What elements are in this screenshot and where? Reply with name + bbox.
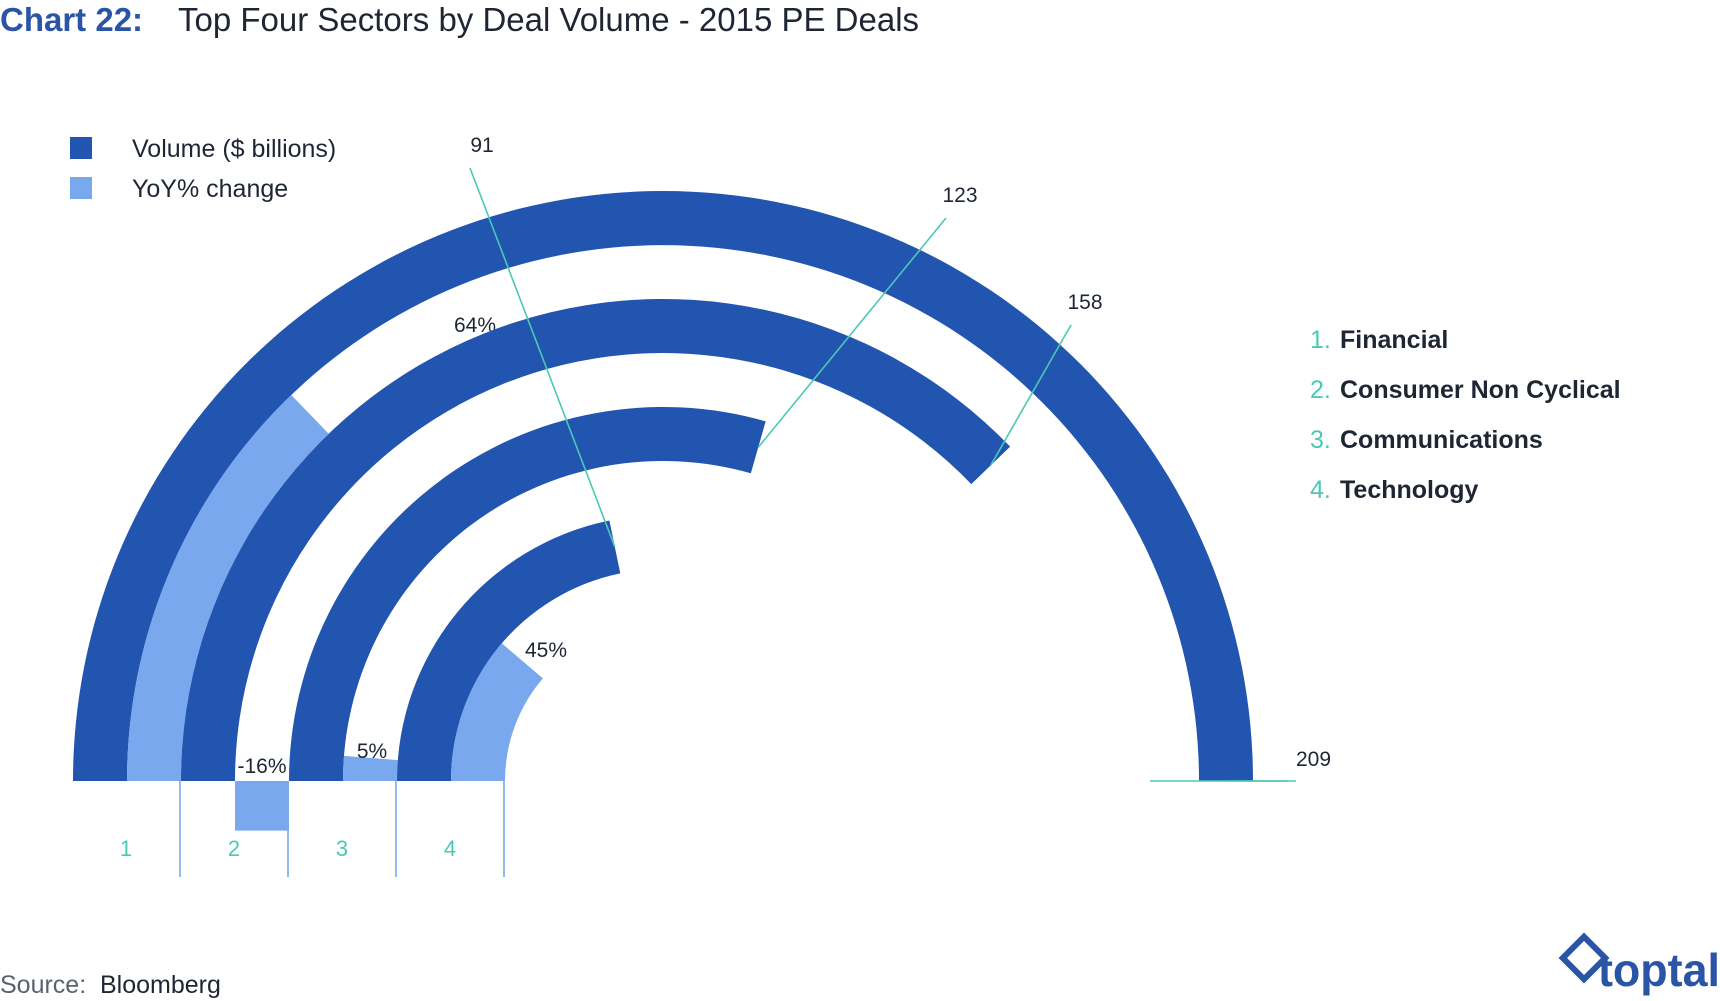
volume-bar-3 [289, 406, 766, 781]
volume-bar-2 [180, 298, 1011, 781]
yoy-bar-1 [127, 394, 329, 781]
sector-list-name-3: Communications [1340, 426, 1543, 454]
category-number-3: 3 [336, 836, 348, 861]
yoy-label-4: 45% [525, 639, 567, 662]
volume-leader-2 [990, 324, 1072, 466]
yoy-label-1: 64% [454, 314, 496, 337]
sector-list-num-1: 1. [1310, 326, 1331, 354]
volume-bar-4 [397, 520, 621, 781]
category-number-4: 4 [444, 836, 456, 861]
sector-list-name-1: Financial [1340, 326, 1448, 354]
volume-label-3: 123 [942, 184, 977, 207]
volume-label-4: 91 [470, 134, 493, 157]
yoy-label-3: 5% [357, 740, 387, 763]
legend-yoy-label: YoY% change [132, 175, 288, 203]
chart-title-prefix: Chart 22: [0, 1, 143, 38]
volume-label-2: 158 [1067, 291, 1102, 314]
volume-label-1: 209 [1296, 748, 1331, 771]
sector-list-num-4: 4. [1310, 476, 1331, 504]
volume-leader-4 [469, 167, 616, 548]
sector-list: 1. Financial 2. Consumer Non Cyclical 3.… [1310, 326, 1621, 504]
yoy-bar-2 [235, 781, 289, 831]
chart-title: Top Four Sectors by Deal Volume - 2015 P… [178, 1, 919, 38]
legend-volume-label: Volume ($ billions) [132, 135, 336, 163]
legend-volume-swatch [70, 137, 92, 159]
category-number-2: 2 [228, 836, 240, 861]
sector-list-num-2: 2. [1310, 376, 1331, 404]
yoy-bar-3 [343, 755, 398, 781]
source-value: Bloomberg [100, 971, 221, 999]
toptal-logo: toptal [1558, 932, 1720, 996]
sector-list-num-3: 3. [1310, 426, 1331, 454]
toptal-logo-text: toptal [1598, 944, 1720, 996]
sector-list-name-4: Technology [1340, 476, 1479, 504]
yoy-bar-4 [451, 643, 543, 781]
category-number-1: 1 [120, 836, 132, 861]
volume-leader-3 [757, 217, 947, 448]
sector-list-name-2: Consumer Non Cyclical [1340, 376, 1621, 404]
source-label: Source: [0, 971, 86, 999]
yoy-label-2: -16% [237, 755, 286, 778]
legend: Volume ($ billions) YoY% change [70, 135, 336, 203]
toptal-logo-icon [1558, 932, 1610, 984]
legend-yoy-swatch [70, 177, 92, 199]
